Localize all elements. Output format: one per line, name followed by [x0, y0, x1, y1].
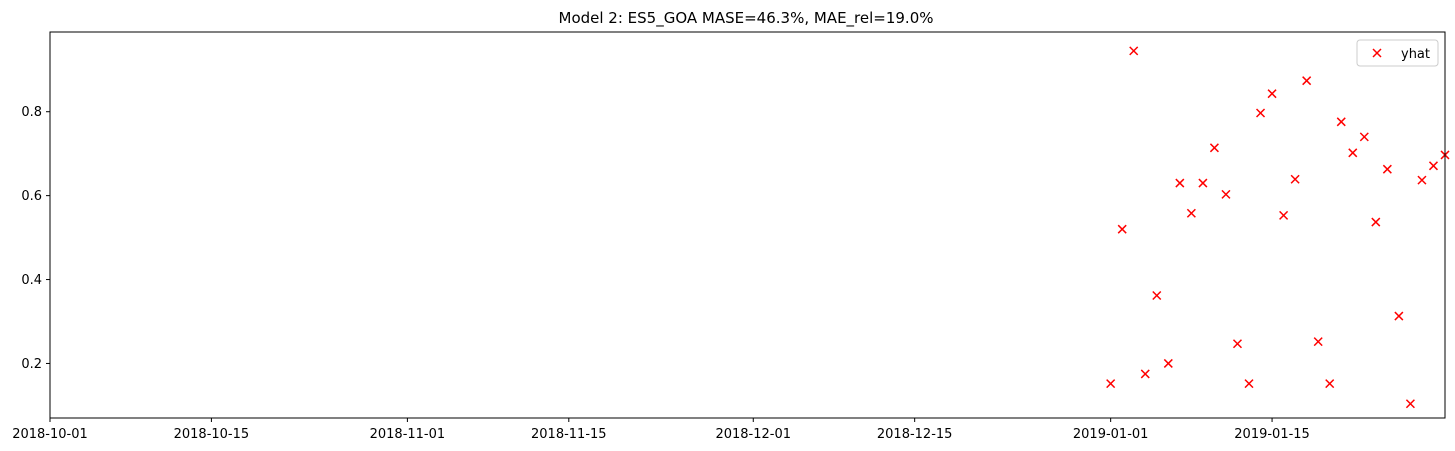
data-point: [1290, 174, 1300, 184]
data-point: [1256, 108, 1266, 118]
data-point: [1232, 339, 1243, 349]
data-point: [1186, 208, 1196, 218]
y-tick-label: 0.4: [21, 273, 42, 288]
legend-marker-yhat: [1372, 48, 1382, 58]
data-point: [1175, 178, 1185, 188]
x-tick-label: 2018-12-01: [715, 427, 791, 442]
x-tick-label: 2019-01-01: [1073, 427, 1149, 442]
data-point: [1279, 210, 1289, 220]
data-point: [1140, 369, 1150, 379]
data-point: [1371, 217, 1381, 227]
data-point: [1417, 175, 1427, 185]
data-point: [1163, 358, 1173, 368]
data-point: [1348, 148, 1358, 158]
x-tick-label: 2018-10-01: [12, 427, 88, 442]
data-point: [1405, 399, 1415, 409]
data-point: [1382, 164, 1392, 174]
data-point: [1302, 76, 1312, 86]
data-point: [1313, 337, 1323, 347]
data-point: [1336, 117, 1346, 127]
y-tick-label: 0.2: [21, 357, 42, 372]
x-tick-label: 2018-12-15: [877, 427, 953, 442]
data-point: [1129, 46, 1139, 56]
legend: yhat: [1356, 39, 1439, 67]
data-point: [1198, 178, 1208, 188]
y-axis: 0.2 0.4 0.6 0.8: [21, 105, 50, 372]
chart-title: Model 2: ES5_GOA MASE=46.3%, MAE_rel=19.…: [559, 9, 934, 28]
x-tick-label: 2018-10-15: [174, 427, 250, 442]
data-point: [1267, 89, 1277, 99]
data-point: [1428, 161, 1439, 171]
x-tick-label: 2019-01-15: [1234, 427, 1310, 442]
x-tick-label: 2018-11-15: [531, 427, 607, 442]
data-point: [1117, 224, 1127, 234]
plot-frame: [49, 31, 1446, 419]
y-tick-label: 0.6: [21, 189, 42, 204]
data-point: [1394, 311, 1404, 321]
data-point: [1152, 290, 1162, 301]
data-point: [1325, 379, 1335, 389]
legend-label-yhat: yhat: [1401, 47, 1430, 62]
y-tick-label: 0.8: [21, 105, 42, 120]
x-axis: 2018-10-01 2018-10-15 2018-11-01 2018-11-15…: [12, 418, 1310, 442]
plot-area: [1106, 46, 1450, 409]
data-point: [1244, 379, 1254, 389]
data-point: [1221, 189, 1231, 199]
x-tick-label: 2018-11-01: [370, 427, 446, 442]
data-point: [1359, 132, 1369, 142]
data-point: [1209, 143, 1219, 153]
legend-box: [1356, 39, 1439, 67]
data-point: [1106, 379, 1116, 389]
